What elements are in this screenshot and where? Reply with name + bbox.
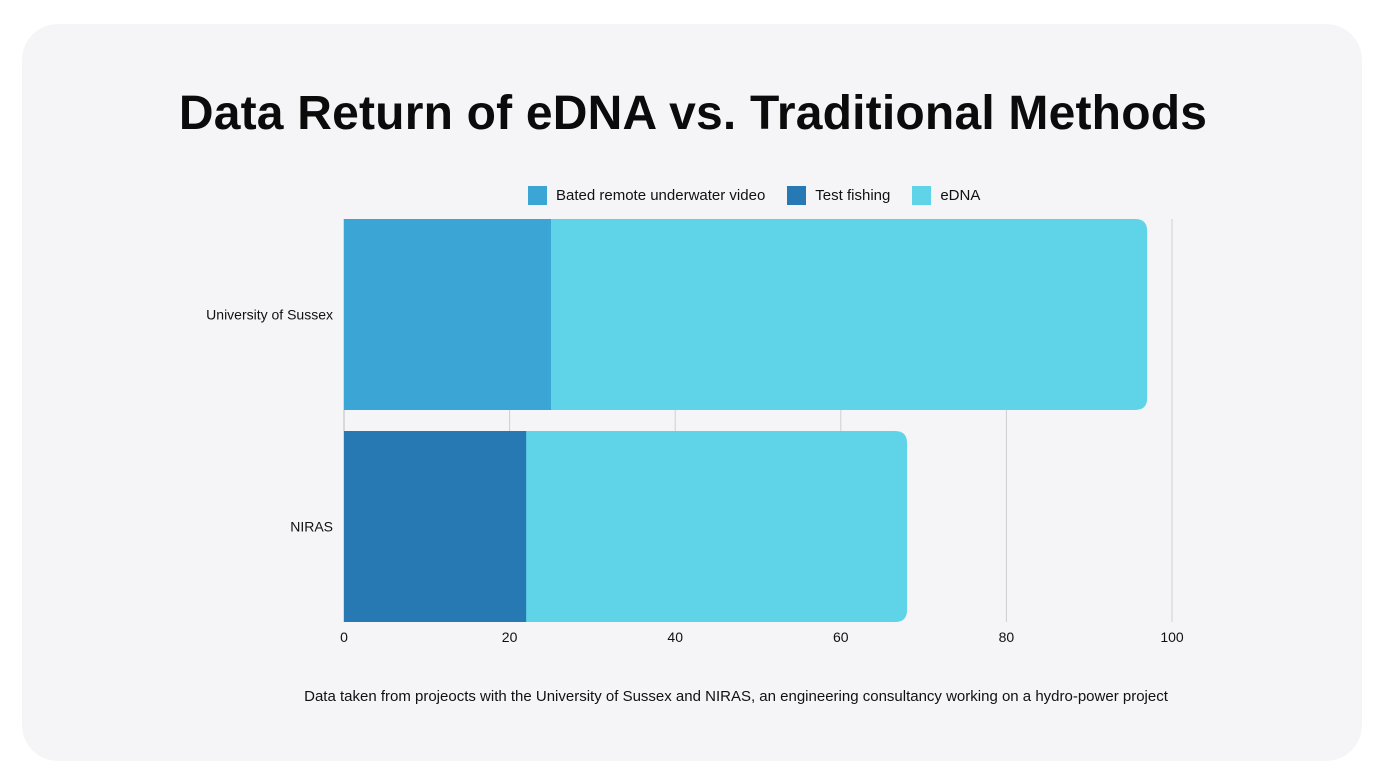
legend-item-test-fishing: Test fishing [787, 185, 891, 205]
x-tick-label-60: 60 [833, 629, 849, 645]
category-label-1: NIRAS [290, 519, 333, 535]
legend-item-bruv: Bated remote underwater video [528, 185, 766, 205]
x-tick-label-0: 0 [340, 629, 348, 645]
legend-swatch-bruv [528, 185, 547, 205]
legend-label-test-fishing: Test fishing [815, 186, 891, 204]
x-tick-label-100: 100 [1160, 629, 1184, 645]
legend-label-edna: eDNA [940, 186, 981, 204]
bar-1-1 [344, 431, 527, 622]
legend-label-bruv: Bated remote underwater video [556, 186, 766, 204]
x-tick-label-20: 20 [502, 629, 518, 645]
bar-1-2 [526, 431, 908, 622]
legend-item-edna: eDNA [912, 185, 981, 205]
legend: Bated remote underwater video Test fishi… [528, 184, 1002, 206]
x-tick-label-40: 40 [667, 629, 683, 645]
category-label-0: University of Sussex [206, 307, 333, 323]
x-tick-label-80: 80 [999, 629, 1015, 645]
chart-title: Data Return of eDNA vs. Traditional Meth… [178, 87, 1208, 140]
legend-swatch-test-fishing [787, 185, 807, 205]
bar-0-0 [344, 219, 552, 410]
legend-swatch-edna [912, 185, 932, 205]
bar-0-2 [551, 219, 1148, 410]
footnote: Data taken from projeocts with the Unive… [304, 688, 1168, 705]
